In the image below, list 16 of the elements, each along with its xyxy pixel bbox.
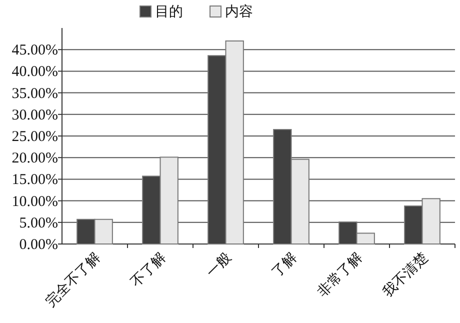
x-tick-label: 非常了解	[314, 250, 366, 300]
y-tick-label: 45.00%	[12, 42, 58, 59]
y-tick-label: 15.00%	[12, 172, 58, 188]
x-tick-label: 了解	[268, 250, 300, 281]
y-tick-label: 30.00%	[12, 107, 58, 124]
y-tick-label: 10.00%	[12, 194, 58, 210]
x-tick-label: 我不清楚	[380, 250, 432, 300]
y-tick-label: 25.00%	[12, 129, 58, 145]
legend-label: 内容	[225, 4, 253, 20]
y-tick-label: 5.00%	[19, 215, 58, 232]
x-tick-label: 一般	[203, 250, 235, 281]
x-tick-label: 不了解	[128, 250, 170, 291]
legend-label: 目的	[155, 4, 183, 20]
y-tick-label: 40.00%	[12, 64, 58, 80]
y-tick-label: 20.00%	[12, 150, 58, 167]
y-tick-label: 35.00%	[12, 86, 58, 102]
